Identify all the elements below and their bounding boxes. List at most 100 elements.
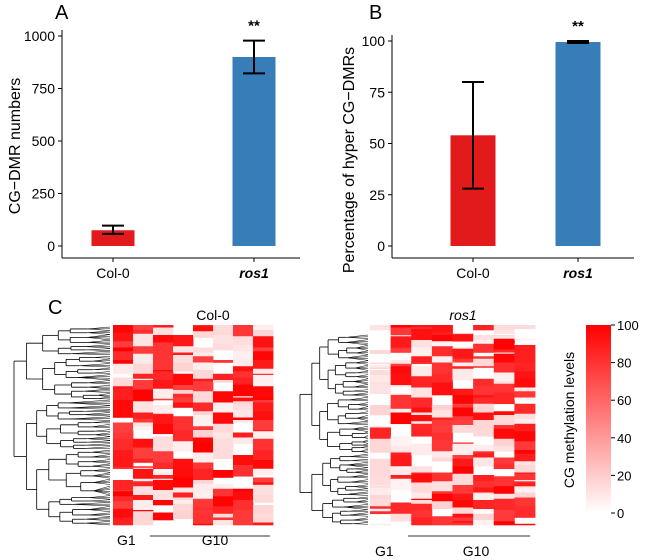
heatmap-ros1-cell — [514, 487, 536, 493]
heatmap-ros1-cell — [390, 513, 412, 522]
heatmap-ros1-cell — [431, 341, 453, 347]
heatmap-ros1-cell — [493, 411, 515, 416]
heatmap-ros1-cell — [411, 423, 433, 428]
heatmap-ros1-cell — [431, 362, 453, 375]
heatmap-ros1-cell — [411, 492, 433, 500]
heatmap-ros1-cell — [473, 451, 495, 453]
heatmap-ros1-cell — [452, 455, 474, 460]
dendrogram-ros1-leaf — [357, 406, 369, 410]
heatmap-ros1-cell — [390, 452, 412, 455]
dendrogram-ros1-leaf — [353, 467, 369, 470]
heatmap-col0-cell — [213, 483, 234, 490]
dendrogram-col0-leaf — [77, 376, 111, 378]
dendrogram-col0-leaf — [84, 516, 111, 520]
heatmap-ros1-cell — [452, 466, 474, 475]
heatmap-ros1-cell — [370, 506, 392, 510]
heatmap-ros1-cell — [431, 432, 453, 441]
heatmap-ros1-cell — [452, 388, 474, 396]
heatmap-ros1-cell — [431, 373, 453, 383]
panel-b-bar-ros1 — [555, 42, 601, 247]
dendrogram-ros1-leaf — [355, 367, 369, 369]
heatmap-col0-cell — [213, 412, 234, 425]
heatmap-col0-cell — [153, 423, 174, 435]
dendrogram-col0-leaf — [79, 365, 111, 368]
heatmap-ros1-cell — [390, 478, 412, 491]
heatmap-ros1-cell — [493, 415, 515, 426]
dendrogram-col0-leaf — [87, 386, 111, 390]
dendrogram-ros1-leaf — [347, 509, 369, 512]
heatmap-ros1-cell — [431, 332, 453, 336]
heatmap-ros1-cell — [411, 473, 433, 483]
dendrogram-col0-leaf — [83, 412, 111, 415]
dendrogram-col0-leaf — [86, 436, 111, 439]
heatmap-ros1-cell — [493, 486, 515, 495]
colorbar-tick-label: 60 — [617, 393, 631, 408]
heatmap-col0-cell — [173, 355, 194, 363]
dendrogram-ros1-leaf — [349, 475, 369, 478]
heatmap-ros1-cell — [452, 500, 474, 508]
dendrogram-col0-leaf — [87, 380, 111, 384]
heatmap-ros1-cell — [431, 346, 453, 357]
dendrogram-col0-leaf — [70, 353, 111, 355]
dendrogram-ros1-leaf — [349, 458, 369, 461]
heatmap-ros1-cell — [411, 498, 433, 501]
panel-c: C Col-0 ros1 G1 G10 G1 G10 020406080100 … — [13, 297, 639, 559]
heatmap-ros1-cell — [473, 475, 495, 482]
dendrogram-col0-leaf — [91, 424, 111, 428]
heatmap-ros1-cell — [452, 522, 474, 526]
heatmap-ros1-cell — [411, 327, 433, 330]
heatmap-ros1-cell — [473, 520, 495, 526]
heatmap-col0-cell — [233, 410, 254, 418]
panel-b-plot: 0 25 50 75 100 Col-0 ros1 ** — [362, 18, 634, 281]
heatmap-ros1-cell — [493, 352, 515, 355]
heatmap-col0-cell — [173, 501, 194, 505]
heatmap-col0-cell — [153, 490, 174, 501]
heatmap-ros1-cell — [431, 491, 453, 495]
heatmap-col0-cell — [233, 417, 254, 421]
heatmap-col0-cell — [253, 336, 274, 348]
heatmap-col0-cell — [173, 397, 194, 403]
heatmap-ros1-cell — [452, 458, 474, 467]
heatmap-col0-cell — [173, 441, 194, 452]
dendrogram-ros1-leaf — [349, 481, 369, 484]
heatmap-ros1-cell — [473, 493, 495, 501]
heatmap-col0-cell — [233, 385, 254, 397]
heatmap-col0-cell — [233, 377, 254, 385]
heatmap-col0-cell — [253, 360, 274, 370]
dendrogram-ros1-leaf — [355, 352, 369, 355]
dendrogram-ros1-leaf — [349, 476, 369, 479]
heatmap-col0-cell — [113, 422, 134, 433]
dendrogram-col0-leaf — [88, 512, 111, 516]
dendrogram-ros1-leaf — [346, 334, 369, 338]
dendrogram-ros1-leaf — [353, 381, 369, 383]
heatmap-col0-cell — [173, 393, 194, 398]
heatmap-col0-cell — [193, 362, 214, 371]
dendrogram-col0-leaf — [87, 326, 111, 330]
heatmap-col0-cell — [253, 522, 274, 526]
heatmap-ros1-cell — [411, 421, 433, 425]
heatmap-ros1-cell — [514, 465, 536, 473]
dendrogram-ros1-leaf — [355, 366, 369, 369]
heatmap-ros1-cell — [431, 405, 453, 411]
dendrogram-col0-leaf — [92, 474, 111, 477]
dendrogram-col0-leaf — [71, 504, 111, 507]
panel-b-ytick-label: 100 — [362, 33, 386, 49]
dendrogram-ros1-leaf — [343, 505, 369, 508]
heatmap-col0-cell — [113, 517, 134, 521]
dendrogram-ros1-leaf — [355, 350, 369, 354]
heatmap-col0-cell — [133, 346, 154, 355]
dendrogram-ros1-leaf — [343, 506, 369, 509]
heatmap-col0-cell — [213, 488, 234, 497]
heatmap-col0-cell — [193, 498, 214, 502]
colorbar-label: CG methylation levels — [561, 352, 577, 488]
heatmap-ros1-cell — [411, 427, 433, 437]
heatmap-col0-cell — [153, 398, 174, 401]
dendrogram-col0-leaf — [86, 438, 111, 441]
heatmap-ros1 — [370, 325, 536, 526]
heatmap-col0-cell — [193, 437, 214, 443]
dendrogram-ros1-leaf — [363, 434, 369, 438]
dendrogram-ros1-leaf — [352, 428, 369, 431]
dendrogram-col0-leaf — [90, 454, 111, 458]
heatmap-col0-cell — [213, 331, 234, 336]
dendrogram-col0-leaf — [88, 506, 111, 510]
